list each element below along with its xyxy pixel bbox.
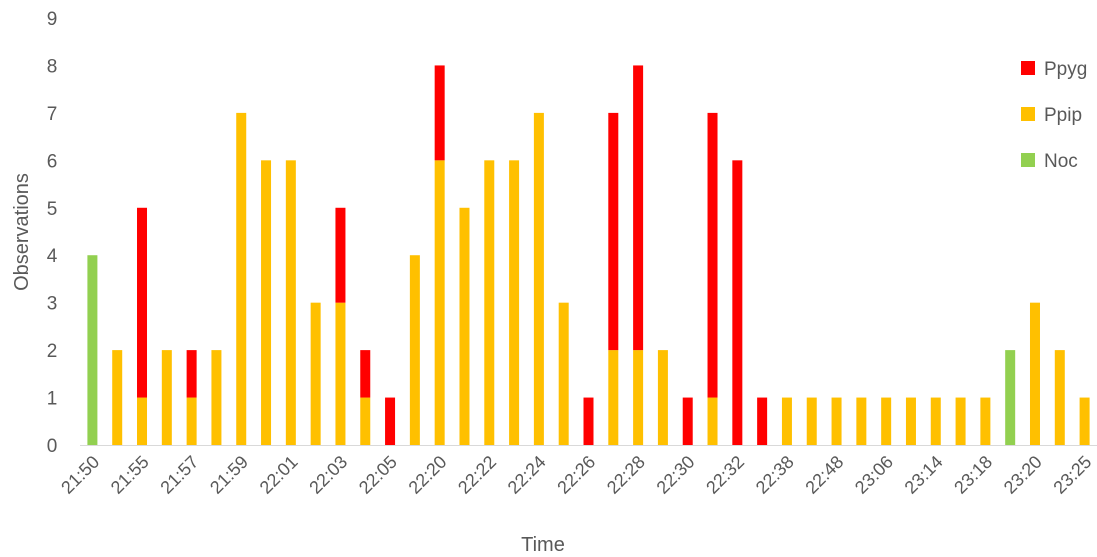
bar-segment-ppyg [682,397,693,445]
bar-segment-ppip [112,350,123,445]
x-tick-label: 22:30 [653,452,699,498]
y-tick-label: 0 [47,436,58,457]
legend-label-ppip: Ppip [1044,105,1082,126]
bar-segment-ppyg [434,65,445,161]
y-tick-label: 4 [47,246,58,267]
bar-segment-ppip [484,160,495,445]
bar-segment-ppip [1079,397,1090,445]
legend-swatch-ppyg [1021,61,1035,75]
x-tick-label: 21:57 [156,452,202,498]
bar-segment-ppyg [137,207,148,398]
x-tick-label: 23:20 [1000,452,1046,498]
y-tick-label: 5 [47,199,58,220]
bar-segment-ppip [533,112,544,445]
x-axis-title: Time [521,534,565,556]
bar-segment-ppyg [608,112,619,351]
x-tick-label: 23:14 [901,452,947,498]
bar-segment-ppip [310,302,321,445]
y-axis-title: Observations [11,173,33,291]
x-tick-label: 22:20 [405,452,451,498]
bar-segment-ppip [806,397,817,445]
x-tick-label: 22:03 [305,452,351,498]
bar-segment-ppip [360,397,371,445]
x-tick-label: 22:28 [603,452,649,498]
bar-segment-ppip [161,350,172,445]
x-tick-label: 22:01 [256,452,302,498]
legend: Ppyg Ppip Noc [1021,59,1087,172]
bar-segment-ppyg [707,112,718,398]
bar-segment-ppyg [732,160,743,445]
bar-segment-ppip [285,160,296,445]
bar-segment-ppyg [360,350,371,398]
bar-segment-ppyg [757,397,768,445]
bar-segment-ppip [707,397,718,445]
x-tick-label: 22:32 [702,452,748,498]
y-tick-label: 1 [47,389,58,410]
y-tick-label: 3 [47,294,58,315]
bar-segment-ppip [1029,302,1040,445]
bar-segment-ppip [509,160,520,445]
bar-segment-ppip [335,302,346,445]
bar-segment-ppip [434,160,445,445]
x-tick-label: 22:48 [801,452,847,498]
x-tick-label: 21:59 [206,452,252,498]
x-tick-label: 22:38 [752,452,798,498]
bar-segment-ppip [186,397,197,445]
y-tick-label: 9 [47,9,58,30]
bars [87,65,1090,445]
y-tick-label: 6 [47,151,58,172]
bar-segment-ppip [980,397,991,445]
x-tick-label: 23:18 [950,452,996,498]
bar-segment-ppip [558,302,569,445]
bar-segment-ppyg [633,65,644,351]
bar-segment-ppip [261,160,272,445]
x-tick-label: 22:24 [504,452,550,498]
bar-segment-ppyg [385,397,396,445]
bar-segment-ppyg [335,207,346,303]
y-tick-label: 2 [47,341,58,362]
y-tick-label: 8 [47,56,58,77]
bar-segment-ppip [409,255,420,445]
x-axis: 21:50 21:55 21:57 21:59 22:01 22:03 22:05 22:20… [57,452,1095,498]
legend-swatch-noc [1021,153,1035,167]
bar-segment-ppip [633,350,644,445]
x-tick-label: 22:26 [553,452,599,498]
bar-segment-ppip [881,397,892,445]
legend-label-ppyg: Ppyg [1044,59,1087,80]
y-tick-label: 7 [47,104,58,125]
bar-segment-noc [87,255,98,445]
legend-label-noc: Noc [1044,151,1078,172]
bar-segment-ppyg [583,397,594,445]
bar-segment-ppip [459,207,470,445]
x-tick-label: 21:55 [107,452,153,498]
bar-segment-ppip [905,397,916,445]
bar-segment-ppip [236,112,247,445]
bar-segment-ppip [831,397,842,445]
y-axis: 0 1 2 3 4 5 6 7 8 9 [47,9,58,457]
bar-segment-ppip [211,350,222,445]
bar-segment-ppip [955,397,966,445]
bar-segment-ppip [781,397,792,445]
bar-segment-noc [1005,350,1016,445]
x-tick-label: 23:25 [1049,452,1095,498]
x-tick-label: 23:06 [851,452,897,498]
bar-segment-ppyg [186,350,197,398]
bar-segment-ppip [137,397,148,445]
x-tick-label: 22:22 [454,452,500,498]
x-tick-label: 21:50 [57,452,103,498]
legend-swatch-ppip [1021,107,1035,121]
x-tick-label: 22:05 [355,452,401,498]
bar-segment-ppip [930,397,941,445]
bar-segment-ppip [1054,350,1065,445]
bar-segment-ppip [856,397,867,445]
bar-segment-ppip [608,350,619,445]
bar-segment-ppip [657,350,668,445]
